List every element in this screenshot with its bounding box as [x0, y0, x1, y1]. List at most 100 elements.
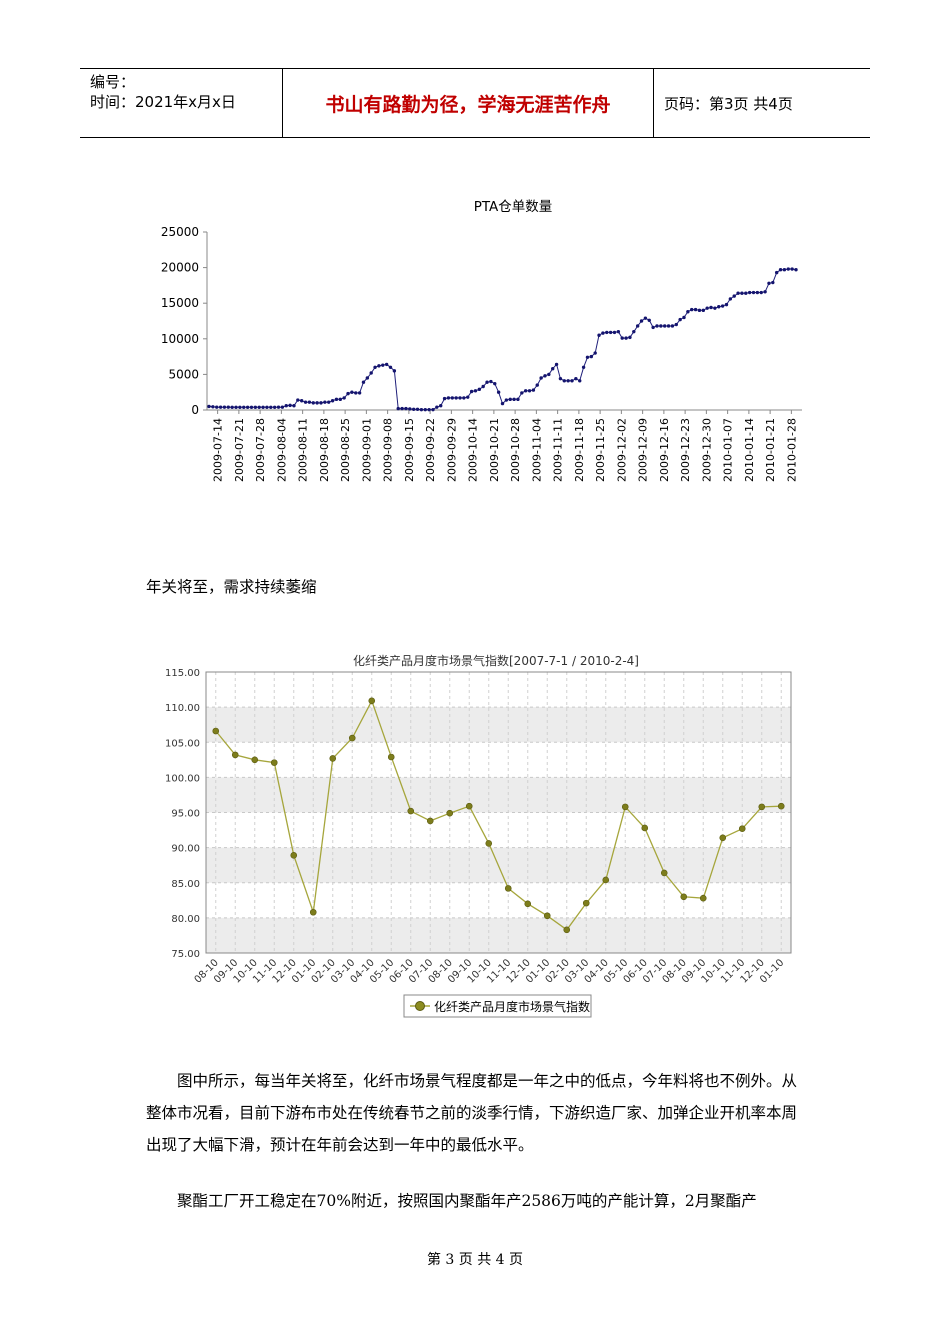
- chart1-point: [381, 363, 385, 367]
- chart2-point: [348, 734, 356, 742]
- chart1-point: [473, 389, 478, 393]
- chart1-point: [384, 362, 389, 367]
- chart1-point: [481, 384, 485, 389]
- chart1-x-tick-label: 2009-12-02: [615, 418, 628, 482]
- chart1-point: [292, 404, 296, 408]
- legend-label: 化纤类产品月度市场景气指数: [434, 999, 590, 1014]
- chart1-title: PTA仓单数量: [474, 199, 553, 215]
- chart2-point: [563, 926, 571, 934]
- chart1-point: [566, 379, 570, 383]
- chart1-point: [697, 308, 702, 313]
- chart1-point: [535, 383, 539, 387]
- chart1-point: [624, 336, 628, 340]
- chart1-point: [543, 374, 547, 378]
- chart2-point: [270, 759, 278, 766]
- chart2-legend: 化纤类产品月度市场景气指数: [403, 994, 592, 1018]
- chart2-y-tick-label: 100.00: [165, 773, 200, 784]
- chart1-y-tick-label: 5000: [168, 367, 199, 381]
- chart1-point: [365, 376, 370, 380]
- chart2-point: [446, 809, 454, 817]
- page-footer: 第 3 页 共 4 页: [426, 1252, 524, 1268]
- chart1-point: [419, 407, 424, 412]
- paragraph-polyester: 聚酯工厂开工稳定在70%附近，按照国内聚酯年产2586万吨的产能计算，2月聚酯产: [177, 1192, 757, 1210]
- chart1-point: [790, 267, 794, 271]
- chart1-point: [551, 367, 555, 371]
- chart2-frame: [205, 671, 792, 954]
- chart1-point: [319, 401, 323, 405]
- chart1-point: [346, 391, 350, 396]
- chart1-x-tick-label: 2009-11-11: [552, 418, 565, 482]
- chart1-point: [659, 324, 663, 328]
- header-motto: 书山有路勤为径，学海无涯苦作舟: [282, 69, 654, 137]
- chart1-point: [450, 396, 454, 400]
- chart1-x-tick-label: 2009-09-01: [360, 418, 373, 482]
- chart2-point: [660, 869, 668, 877]
- chart1-point: [253, 405, 258, 409]
- chart1-point: [713, 306, 717, 310]
- chart1-point: [230, 405, 234, 409]
- chart1-point: [520, 391, 524, 395]
- chart2-point: [699, 894, 707, 902]
- chart2-y-tick-label: 85.00: [171, 879, 200, 890]
- chart1-point: [485, 380, 489, 384]
- chart1-point: [299, 399, 304, 403]
- chart1-y-tick-label: 20000: [161, 261, 199, 275]
- chart2-point: [465, 802, 473, 810]
- chart1-x-tick-label: 2009-12-23: [679, 418, 692, 482]
- chart1-point: [647, 318, 651, 322]
- chart1-point: [373, 365, 377, 369]
- chart1-point: [354, 391, 358, 395]
- chart1-point: [512, 397, 516, 402]
- chart2-title: 化纤类产品月度市场景气指数[2007-7-1 / 2010-2-4]: [353, 653, 639, 668]
- chart1-point: [427, 407, 431, 412]
- chart1-point: [585, 355, 590, 360]
- chart1-x-tick-label: 2009-07-14: [212, 418, 225, 482]
- chart1-point: [516, 397, 520, 402]
- chart1-point: [690, 307, 694, 312]
- chart1-point: [377, 364, 381, 368]
- chart1-point: [388, 365, 393, 369]
- chart1-point: [628, 335, 632, 340]
- chart2-point: [524, 900, 532, 908]
- chart1-point: [338, 397, 343, 402]
- chart1-point: [608, 330, 613, 335]
- chart1-x-tick-label: 2009-10-21: [488, 418, 501, 482]
- chart1-point: [215, 405, 219, 409]
- chart1-x-tick-label: 2009-08-18: [318, 418, 331, 482]
- chart1-point: [361, 380, 366, 384]
- chart1-x-tick-label: 2009-11-25: [594, 418, 607, 482]
- chart1-x-tick-label: 2009-09-15: [403, 418, 416, 482]
- chart1-point: [578, 379, 582, 383]
- section-heading: 年关将至，需求持续萎缩: [146, 578, 317, 596]
- chart1-point: [662, 324, 667, 328]
- chart1-point: [782, 268, 787, 272]
- chart1-point: [238, 405, 242, 409]
- chart1-point: [709, 305, 713, 310]
- chart1-point: [570, 379, 574, 383]
- chart2-point: [251, 756, 259, 764]
- fiber-index-chart: 化纤类产品月度市场景气指数[2007-7-1 / 2010-2-4] 75.00…: [165, 653, 792, 1018]
- chart1-x-tick-label: 2009-11-04: [530, 418, 543, 482]
- chart2-point: [407, 807, 415, 815]
- chart1-point: [678, 317, 682, 322]
- chart1-point: [342, 396, 346, 400]
- chart1-point: [651, 325, 655, 330]
- chart2-y-tick-label: 95.00: [171, 809, 200, 820]
- chart1-point: [269, 405, 273, 409]
- chart1-point: [508, 397, 512, 402]
- chart2-band: [206, 777, 791, 813]
- chart1-point: [500, 401, 505, 406]
- chart1-point: [593, 351, 597, 355]
- chart1-point: [763, 290, 767, 294]
- chart1-point: [350, 390, 354, 394]
- chart1-point: [581, 365, 586, 369]
- chart1-point: [720, 304, 725, 308]
- chart1-point: [334, 397, 339, 402]
- chart2-point: [777, 802, 785, 810]
- chart1-point: [423, 407, 427, 412]
- chart1-point: [751, 290, 756, 295]
- chart1-point: [728, 297, 733, 301]
- chart1-point: [635, 324, 640, 328]
- header-meta: 编号： 时间：2021年x月x日: [80, 69, 282, 137]
- chart1-point: [307, 400, 312, 404]
